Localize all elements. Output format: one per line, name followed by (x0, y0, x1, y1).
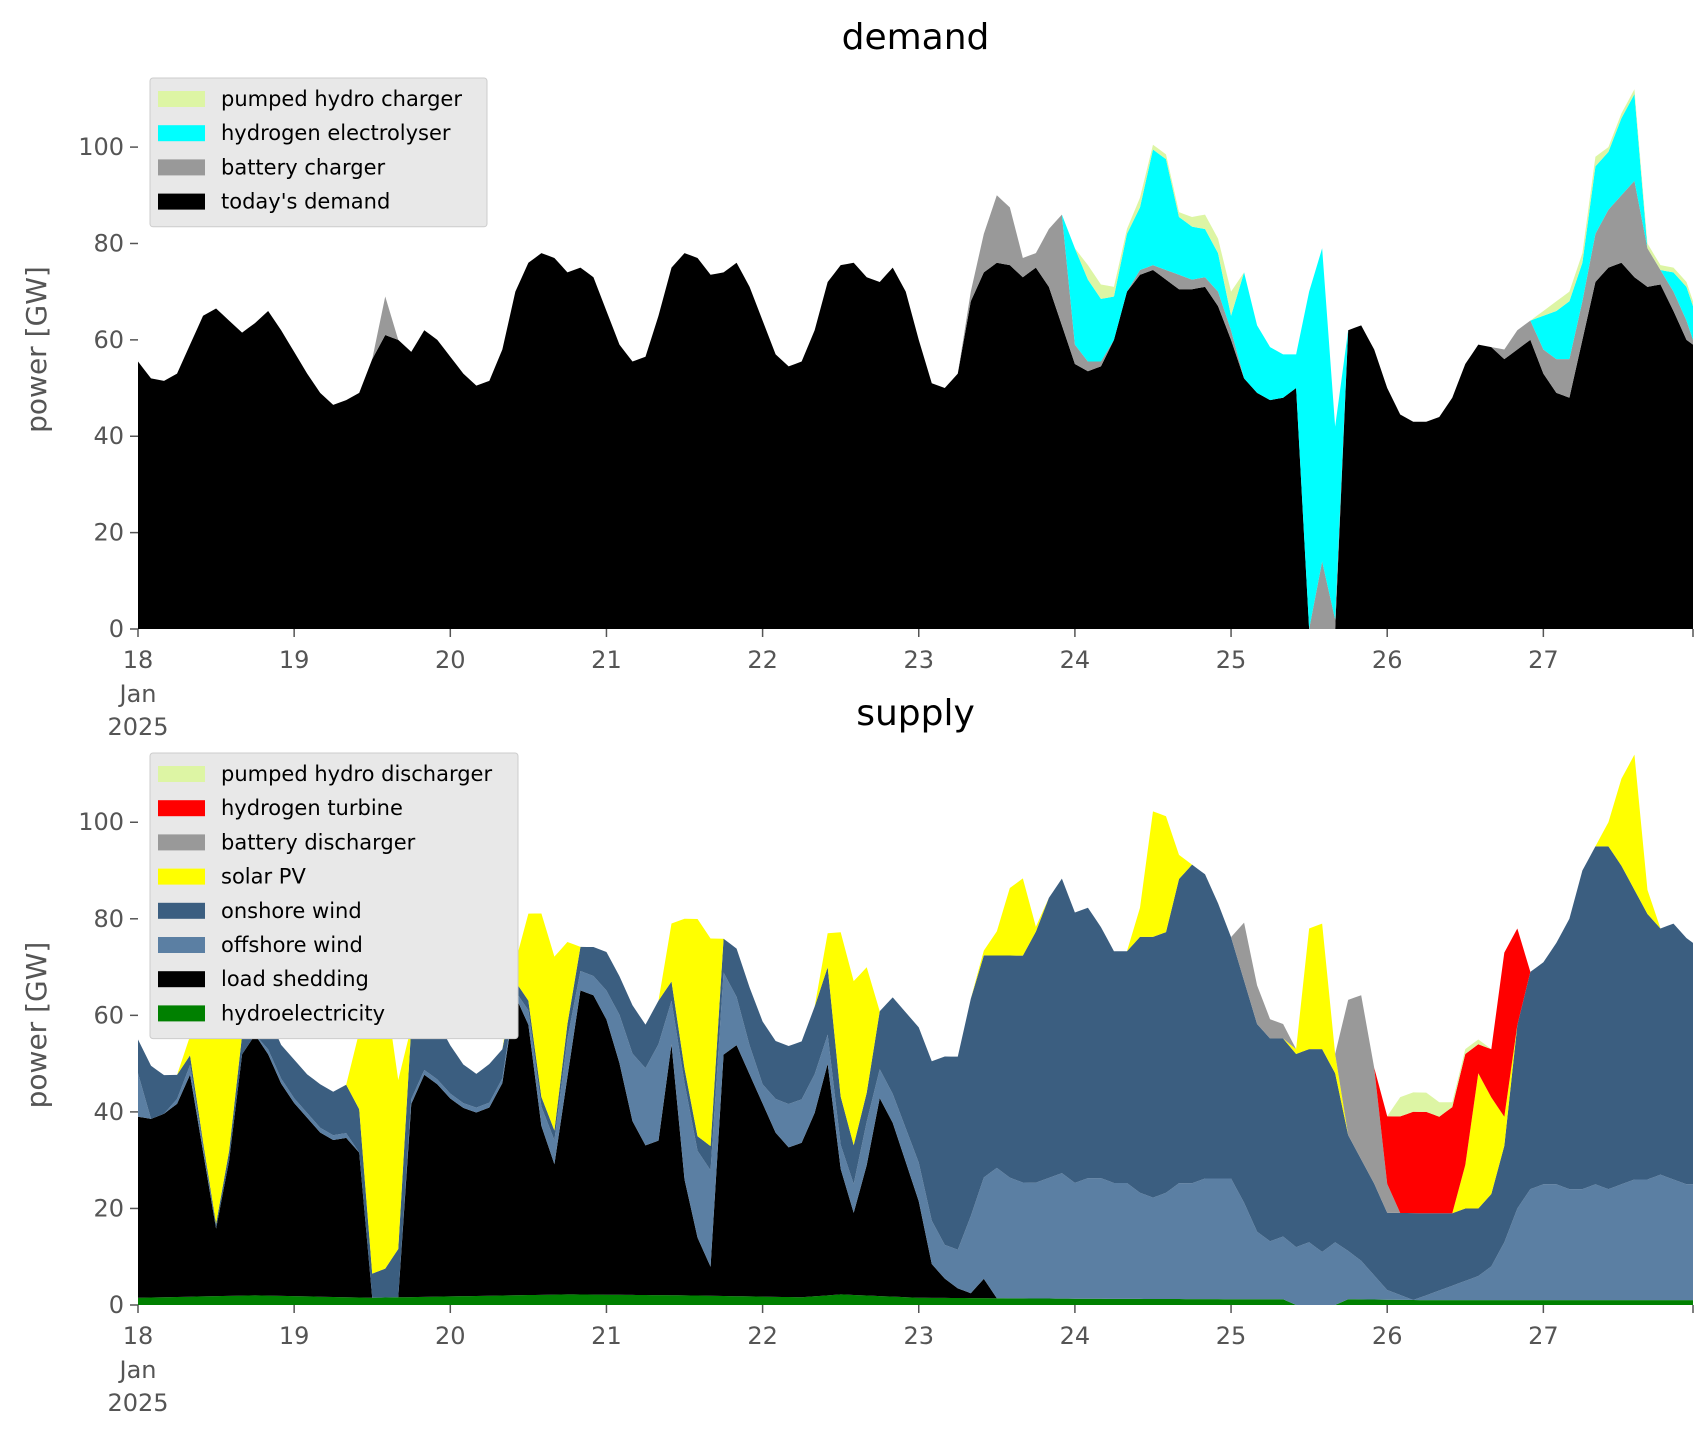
area-load-shedding (138, 990, 1693, 1305)
x-tick-label: 25 (1216, 646, 1247, 674)
chart-title: supply (856, 693, 975, 734)
x-tick-label: 18 (123, 1322, 154, 1350)
legend-swatch-solar-pv (158, 868, 205, 885)
legend-swatch-hydrogen-electrolyser (158, 125, 205, 142)
legend: pumped hydro discharger hydrogen turbine b… (149, 752, 519, 1040)
x-tick-label: 22 (747, 646, 778, 674)
legend-swatch-pumped-hydro-charger (158, 91, 205, 107)
legend-label-onshore-wind: onshore wind (221, 899, 362, 923)
area-onshore-wind (138, 846, 1693, 1301)
y-tick-label: 80 (93, 905, 124, 933)
x-tick-label: 22 (747, 1322, 778, 1350)
area-offshore-wind (138, 971, 1693, 1305)
x-tick-label: 21 (591, 1322, 622, 1350)
area-today-s-demand (138, 253, 1693, 629)
legend-swatch-battery-discharger (158, 834, 205, 851)
x-tick-label: 18 (123, 646, 154, 674)
legend-swatch-today-s-demand (158, 193, 205, 210)
y-tick-label: 100 (78, 808, 124, 836)
legend-label-pumped-hydro-charger: pumped hydro charger (221, 87, 462, 111)
y-tick-label: 0 (109, 1291, 124, 1319)
x-tick-label: 19 (279, 646, 310, 674)
legend-box (149, 752, 519, 1040)
x-tick-label: 20 (435, 1322, 466, 1350)
legend-label-battery-discharger: battery discharger (221, 830, 416, 854)
y-tick-label: 60 (93, 326, 124, 354)
area-hydrogen-electrolyser (138, 94, 1693, 630)
x-tick-label: 27 (1528, 1322, 1559, 1350)
x-tick-label: 19 (279, 1322, 310, 1350)
legend-label-pumped-hydro-discharger: pumped hydro discharger (221, 762, 492, 786)
y-tick-label: 0 (109, 615, 124, 643)
legend-swatch-onshore-wind (158, 902, 205, 919)
y-tick-label: 20 (93, 1194, 124, 1222)
legend-swatch-pumped-hydro-discharger (158, 766, 205, 782)
x-tick-label: 23 (903, 646, 934, 674)
stacked-areas (138, 89, 1693, 630)
area-hydroelectricity (138, 1294, 1693, 1305)
y-tick-label: 60 (93, 1001, 124, 1029)
x-tick-sublabel: Jan (118, 680, 157, 708)
x-tick-label: 24 (1060, 646, 1091, 674)
legend-label-offshore-wind: offshore wind (221, 933, 363, 957)
legend-swatch-offshore-wind (158, 937, 205, 953)
legend-label-load-shedding: load shedding (221, 967, 369, 991)
legend-swatch-battery-charger (158, 159, 205, 176)
y-axis-label: power [GW] (20, 266, 53, 433)
legend-swatch-hydrogen-turbine (158, 800, 205, 817)
legend: pumped hydro charger hydrogen electrolyse… (149, 77, 488, 228)
x-tick-label: 25 (1216, 1322, 1247, 1350)
legend-box (149, 77, 488, 228)
x-tick-sublabel: 2025 (107, 713, 168, 741)
y-tick-label: 20 (93, 519, 124, 547)
y-tick-label: 80 (93, 229, 124, 257)
y-tick-label: 40 (93, 422, 124, 450)
x-tick-label: 26 (1372, 646, 1403, 674)
legend-label-today-s-demand: today's demand (221, 190, 390, 214)
x-tick-label: 27 (1528, 646, 1559, 674)
y-axis-label: power [GW] (20, 942, 53, 1109)
legend-swatch-load-shedding (158, 971, 205, 988)
x-tick-label: 20 (435, 646, 466, 674)
x-tick-sublabel: 2025 (107, 1389, 168, 1417)
y-tick-label: 40 (93, 1098, 124, 1126)
stacked-areas (138, 754, 1693, 1305)
legend-label-hydrogen-turbine: hydrogen turbine (221, 796, 403, 820)
legend-label-hydroelectricity: hydroelectricity (221, 1001, 385, 1025)
x-tick-sublabel: Jan (118, 1356, 157, 1384)
legend-label-hydrogen-electrolyser: hydrogen electrolyser (221, 121, 451, 145)
legend-label-battery-charger: battery charger (221, 155, 386, 179)
x-tick-label: 23 (903, 1322, 934, 1350)
y-tick-label: 100 (78, 133, 124, 161)
legend-label-solar-pv: solar PV (221, 865, 306, 889)
x-tick-label: 26 (1372, 1322, 1403, 1350)
x-tick-label: 21 (591, 646, 622, 674)
chart-title: demand (842, 17, 990, 58)
legend-swatch-hydroelectricity (158, 1005, 205, 1022)
x-tick-label: 24 (1060, 1322, 1091, 1350)
